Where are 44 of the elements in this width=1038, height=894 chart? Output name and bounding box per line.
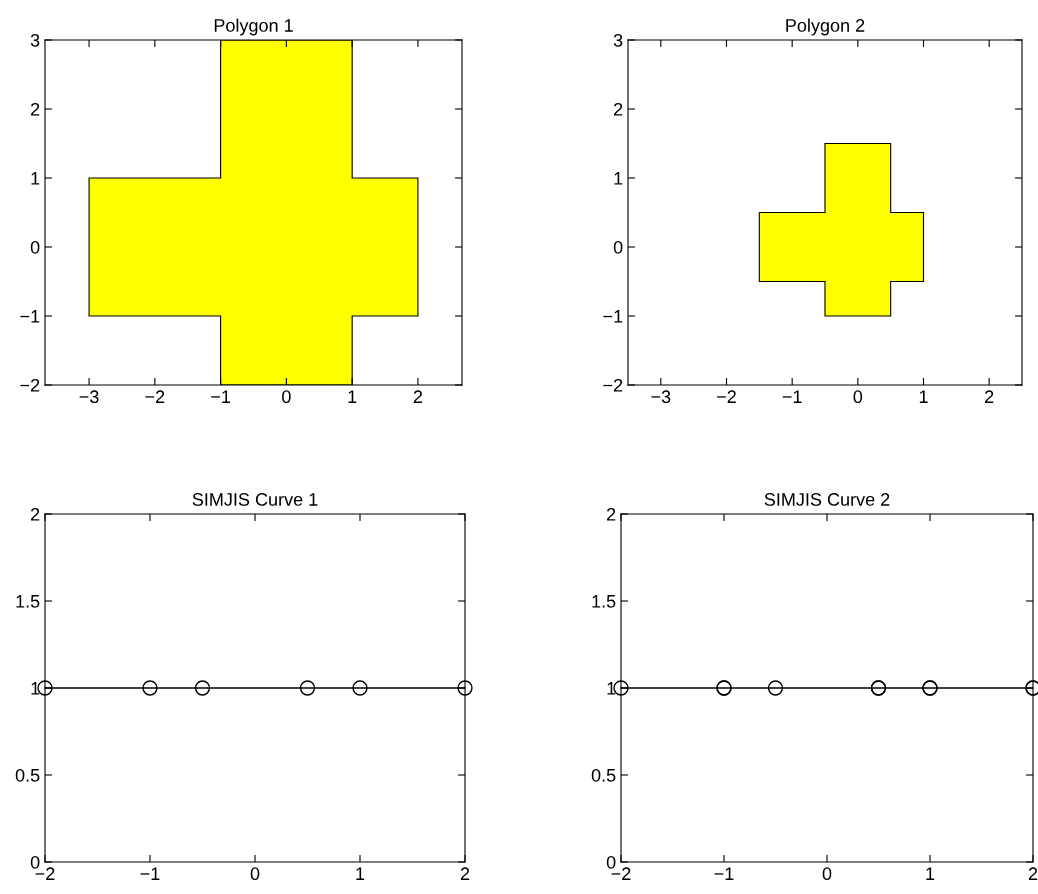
y-tick-label: −2 xyxy=(20,378,40,392)
y-tick-label: 0.5 xyxy=(591,768,616,782)
y-tick-label: 2 xyxy=(31,102,40,116)
x-tick-label: −1 xyxy=(714,867,734,880)
x-tick-label: −2 xyxy=(145,390,165,403)
y-tick-label: 1 xyxy=(614,172,623,185)
x-tick-label: 1 xyxy=(926,867,935,880)
y-tick-label: −2 xyxy=(603,378,623,392)
y-tick-label: 1.5 xyxy=(16,595,40,608)
y-tick-label: 3 xyxy=(30,33,40,47)
chart-title: Polygon 1 xyxy=(214,18,293,36)
x-tick-label: 0 xyxy=(822,867,832,881)
y-tick-label: 3 xyxy=(613,33,623,47)
x-tick-label: −2 xyxy=(717,390,736,403)
y-tick-label: −1 xyxy=(603,310,623,323)
x-tick-label: −1 xyxy=(782,390,802,403)
x-tick-label: 0 xyxy=(250,867,260,881)
chart-title: SIMJIS Curve 1 xyxy=(192,493,318,506)
x-tick-label: −3 xyxy=(651,390,671,404)
chart-title: Polygon 2 xyxy=(786,18,865,36)
y-tick-label: 0 xyxy=(30,855,40,869)
x-tick-label: 1 xyxy=(919,390,928,403)
y-tick-label: 1.5 xyxy=(592,595,616,608)
y-tick-label: 0 xyxy=(606,855,616,869)
x-tick-label: −1 xyxy=(140,867,160,880)
y-tick-label: 0 xyxy=(613,240,623,254)
y-tick-label: 2 xyxy=(614,102,623,116)
x-tick-label: 2 xyxy=(985,390,994,403)
x-tick-label: 2 xyxy=(413,390,423,403)
chart-title: SIMJIS Curve 2 xyxy=(764,493,890,506)
x-tick-label: −3 xyxy=(79,390,99,404)
y-tick-label: 0 xyxy=(30,240,40,254)
x-tick-label: 1 xyxy=(348,390,357,403)
x-tick-label: 2 xyxy=(460,867,470,880)
x-tick-label: 0 xyxy=(282,390,291,404)
y-tick-label: 2 xyxy=(607,507,616,521)
x-tick-label: −1 xyxy=(211,390,231,403)
y-tick-label: 0.5 xyxy=(15,768,40,782)
y-tick-label: 1 xyxy=(31,172,40,185)
x-tick-label: 1 xyxy=(356,867,365,880)
x-tick-label: 0 xyxy=(853,390,863,404)
y-tick-label: 2 xyxy=(31,507,40,521)
x-tick-label: 2 xyxy=(1028,867,1038,880)
y-tick-label: −1 xyxy=(20,310,40,323)
